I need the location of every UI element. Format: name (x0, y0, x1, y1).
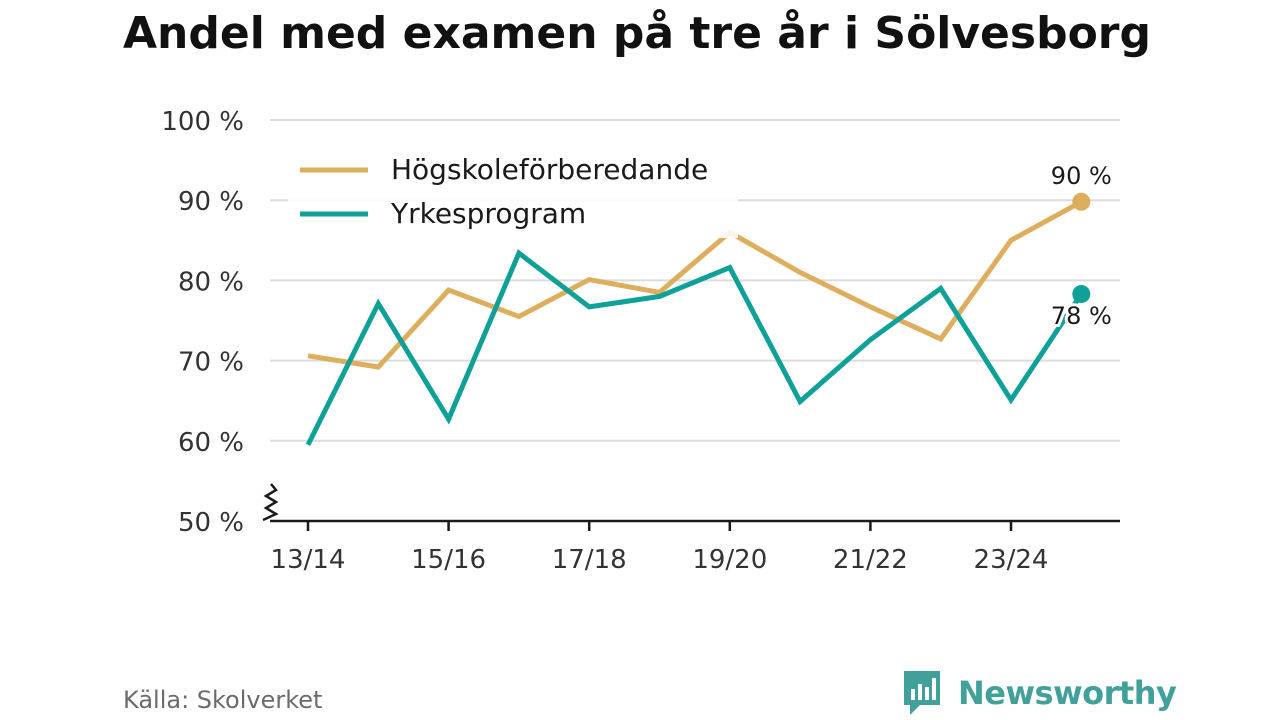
y-tick-label: 90 % (178, 187, 244, 217)
y-tick-label: 60 % (178, 428, 244, 458)
y-tick-label: 100 % (161, 107, 244, 137)
end-point-marker (1072, 192, 1091, 211)
end-value-label: 78 % (1051, 302, 1112, 330)
chart-title: Andel med examen på tre år i Sölvesborg (123, 8, 1152, 59)
x-tick-label: 21/22 (833, 545, 908, 575)
x-tick-label: 17/18 (552, 545, 627, 575)
legend-label: Högskoleförberedande (391, 153, 708, 186)
end-value-label: 90 % (1051, 162, 1112, 190)
brand-logo[interactable]: Newsworthy (902, 668, 1177, 718)
axis-break-icon (262, 483, 279, 522)
x-tick-label: 13/14 (271, 545, 346, 575)
series-line-yrkesprogram (305, 249, 1084, 446)
x-tick-label: 23/24 (974, 545, 1049, 575)
source-note: Källa: Skolverket (123, 686, 323, 714)
bar-chart-speech-bubble-icon (904, 671, 940, 715)
y-tick-label: 80 % (178, 267, 244, 297)
y-tick-label: 50 % (178, 508, 244, 538)
legend-background (288, 143, 738, 238)
x-tick-label: 15/16 (411, 545, 486, 575)
y-tick-label: 70 % (178, 348, 244, 378)
series-line-hogskoleforberedande (307, 199, 1083, 370)
x-tick-label: 19/20 (692, 545, 767, 575)
legend-label: Yrkesprogram (390, 197, 586, 230)
end-point-marker (1072, 285, 1091, 304)
brand-name: Newsworthy (958, 674, 1177, 712)
